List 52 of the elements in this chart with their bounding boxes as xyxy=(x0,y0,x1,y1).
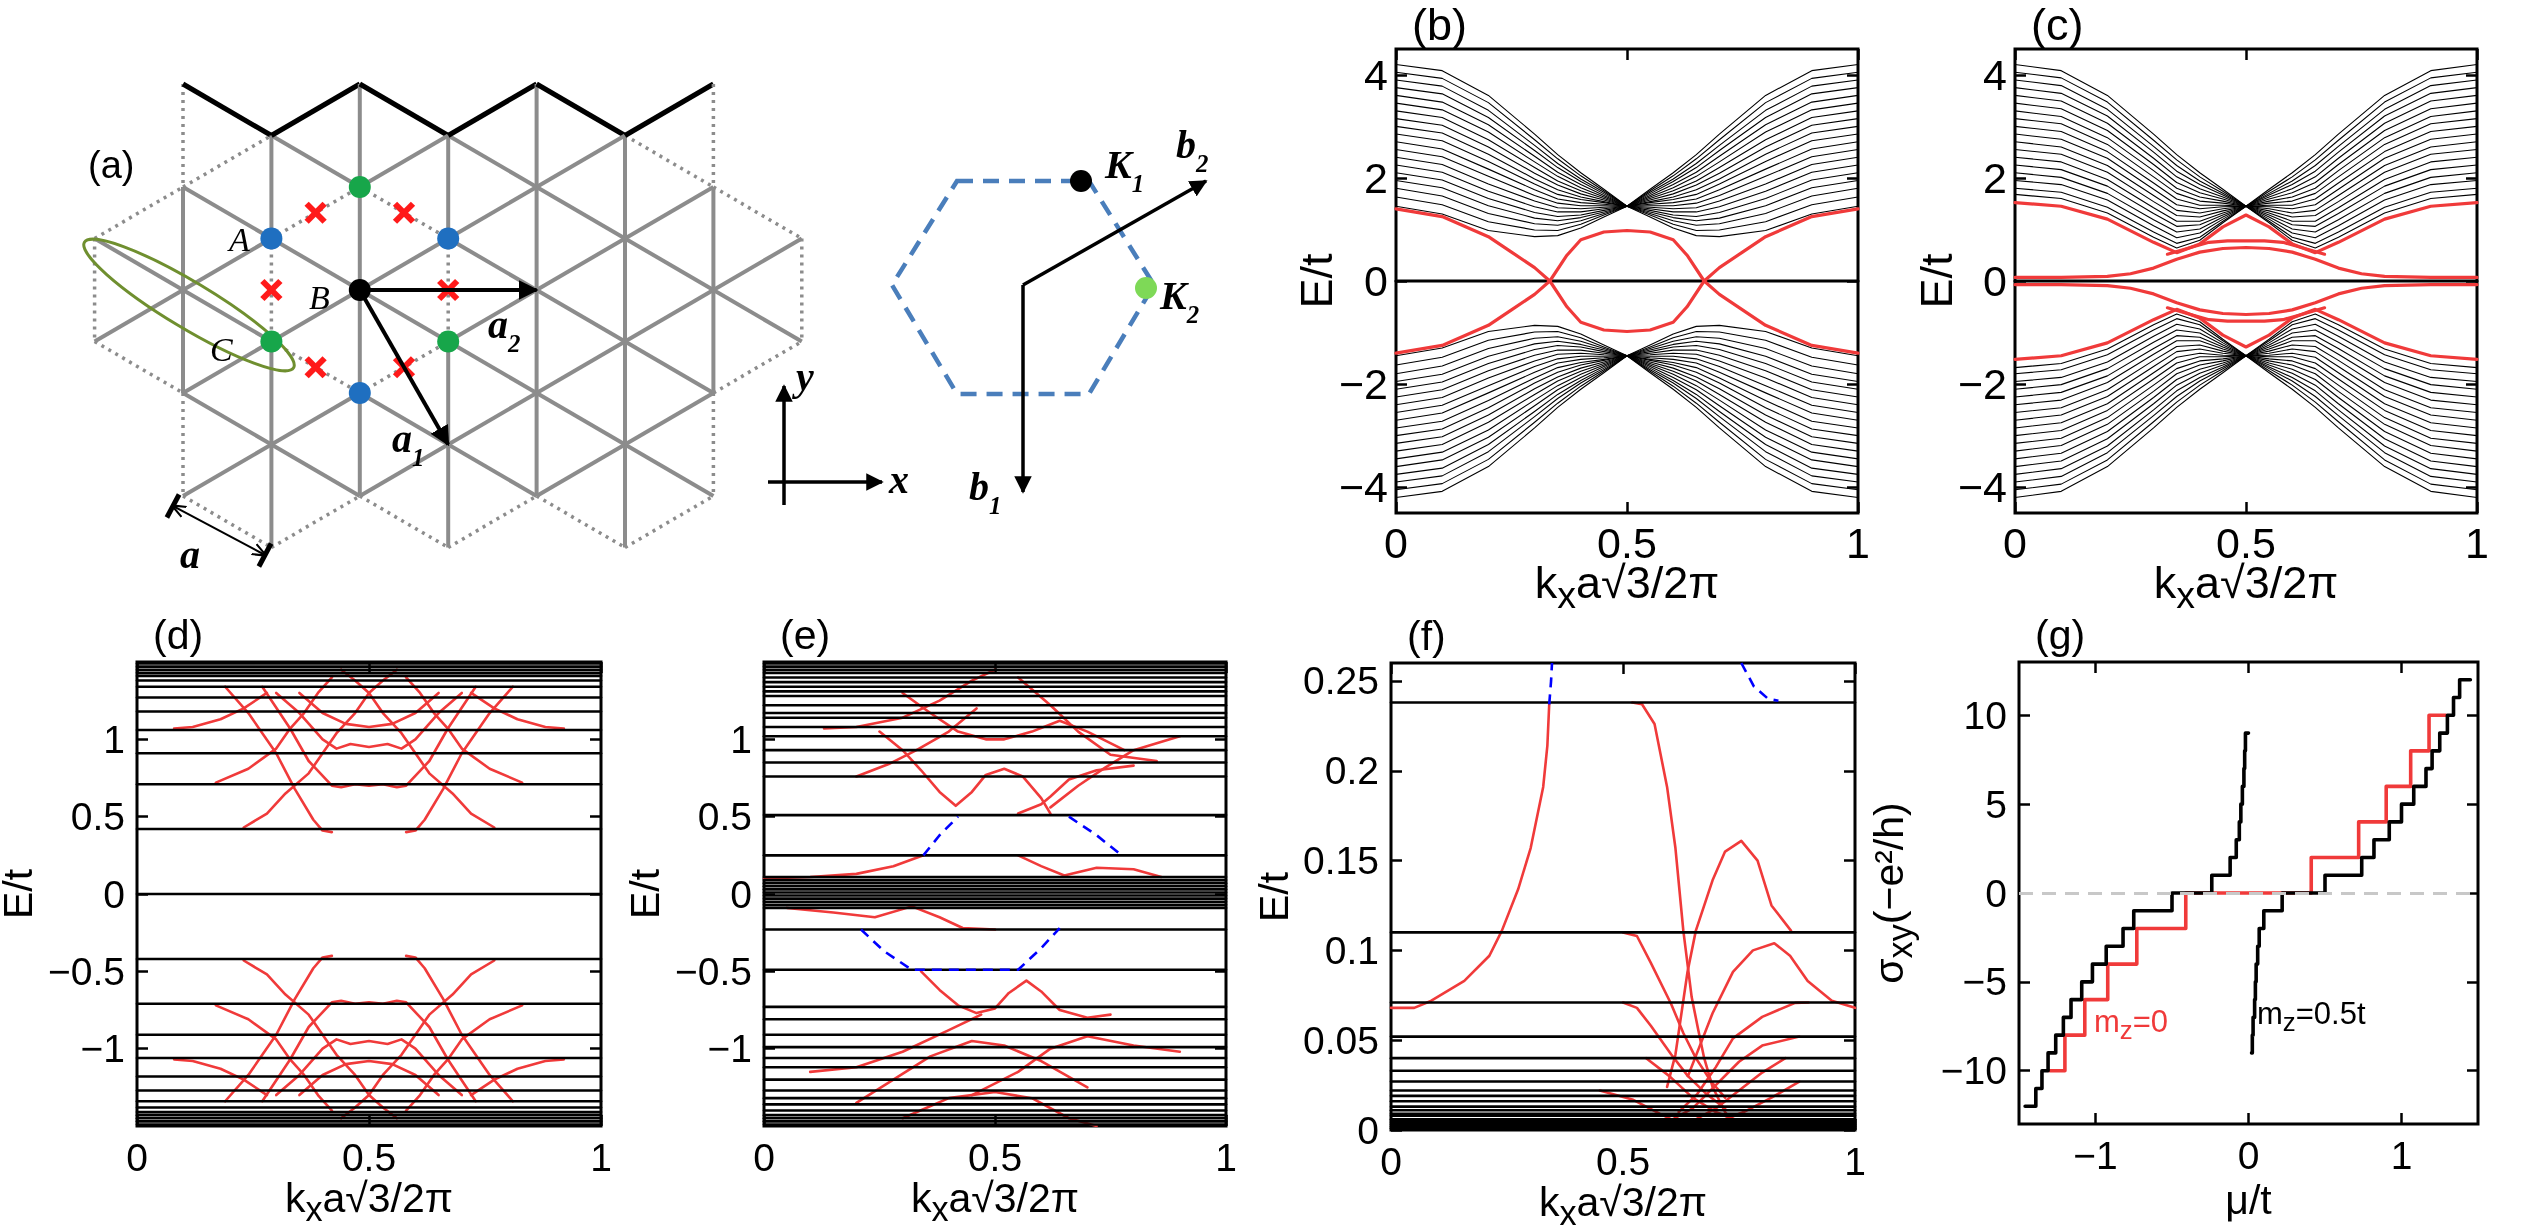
y-tick-label: 1 xyxy=(730,717,752,761)
chart-title: (b) xyxy=(1412,0,1467,50)
y-tick-label: 0.25 xyxy=(1303,659,1379,703)
y-tick-label: −0.5 xyxy=(675,949,752,993)
series-label: m$_{z}$=0 xyxy=(2094,1003,2169,1045)
y-tick-label: 0.5 xyxy=(70,795,125,839)
y-tick-label: −10 xyxy=(1940,1049,2007,1093)
y-tick-label: 0 xyxy=(730,872,752,916)
y-tick-label: 0.5 xyxy=(697,795,752,839)
x-tick-label: 1 xyxy=(1846,518,1870,567)
y-tick-label: −5 xyxy=(1962,960,2007,1004)
chart-title: (f) xyxy=(1407,613,1446,659)
y-tick-label: −2 xyxy=(1338,360,1388,409)
y-axis-title: E/t xyxy=(0,868,41,920)
y-tick-label: 0.15 xyxy=(1303,839,1379,883)
x-tick-label: 1 xyxy=(2390,1134,2413,1177)
chart-title: (d) xyxy=(153,612,204,658)
y-tick-label: 10 xyxy=(1963,693,2007,737)
y-tick-label: 4 xyxy=(1983,50,2007,99)
x-tick-label: 1 xyxy=(1844,1140,1866,1183)
x-tick-label: 1 xyxy=(590,1136,612,1179)
y-axis-title: E/t xyxy=(621,868,668,920)
y-tick-label: 0.1 xyxy=(1324,928,1379,972)
y-tick-label: 2 xyxy=(1364,153,1388,202)
y-tick-label: 5 xyxy=(1985,782,2007,826)
y-tick-label: 1 xyxy=(103,717,125,761)
chart-title: (c) xyxy=(2031,0,2084,50)
y-tick-label: −1 xyxy=(707,1027,752,1071)
series-label: m$_{z}$=0.5t xyxy=(2257,995,2366,1037)
x-tick-label: 0 xyxy=(2237,1134,2260,1177)
y-tick-label: 0 xyxy=(1364,257,1388,305)
chart-title: (g) xyxy=(2035,612,2086,658)
y-axis-title: E/t xyxy=(1250,871,1297,922)
y-tick-label: 0.2 xyxy=(1324,749,1379,793)
y-tick-label: 0 xyxy=(1983,257,2007,305)
y-tick-label: −2 xyxy=(1957,360,2007,409)
y-tick-label: 4 xyxy=(1364,50,1388,99)
y-tick-label: −4 xyxy=(1957,463,2007,512)
y-tick-label: −4 xyxy=(1338,463,1388,512)
x-tick-label: −1 xyxy=(2073,1134,2118,1177)
y-tick-label: −1 xyxy=(80,1027,125,1071)
x-axis-title: μ/t xyxy=(2225,1177,2272,1223)
y-tick-label: −0.5 xyxy=(48,949,125,993)
y-axis-title: E/t xyxy=(1290,253,1342,309)
y-tick-label: 0 xyxy=(103,872,125,916)
x-tick-label: 1 xyxy=(2465,518,2489,567)
y-tick-label: 0 xyxy=(1985,871,2007,915)
y-tick-label: 2 xyxy=(1983,153,2007,202)
y-axis-title: E/t xyxy=(1910,253,1962,309)
y-tick-label: 0.05 xyxy=(1303,1018,1379,1062)
chart-title: (e) xyxy=(780,612,831,658)
x-tick-label: 1 xyxy=(1215,1136,1237,1179)
